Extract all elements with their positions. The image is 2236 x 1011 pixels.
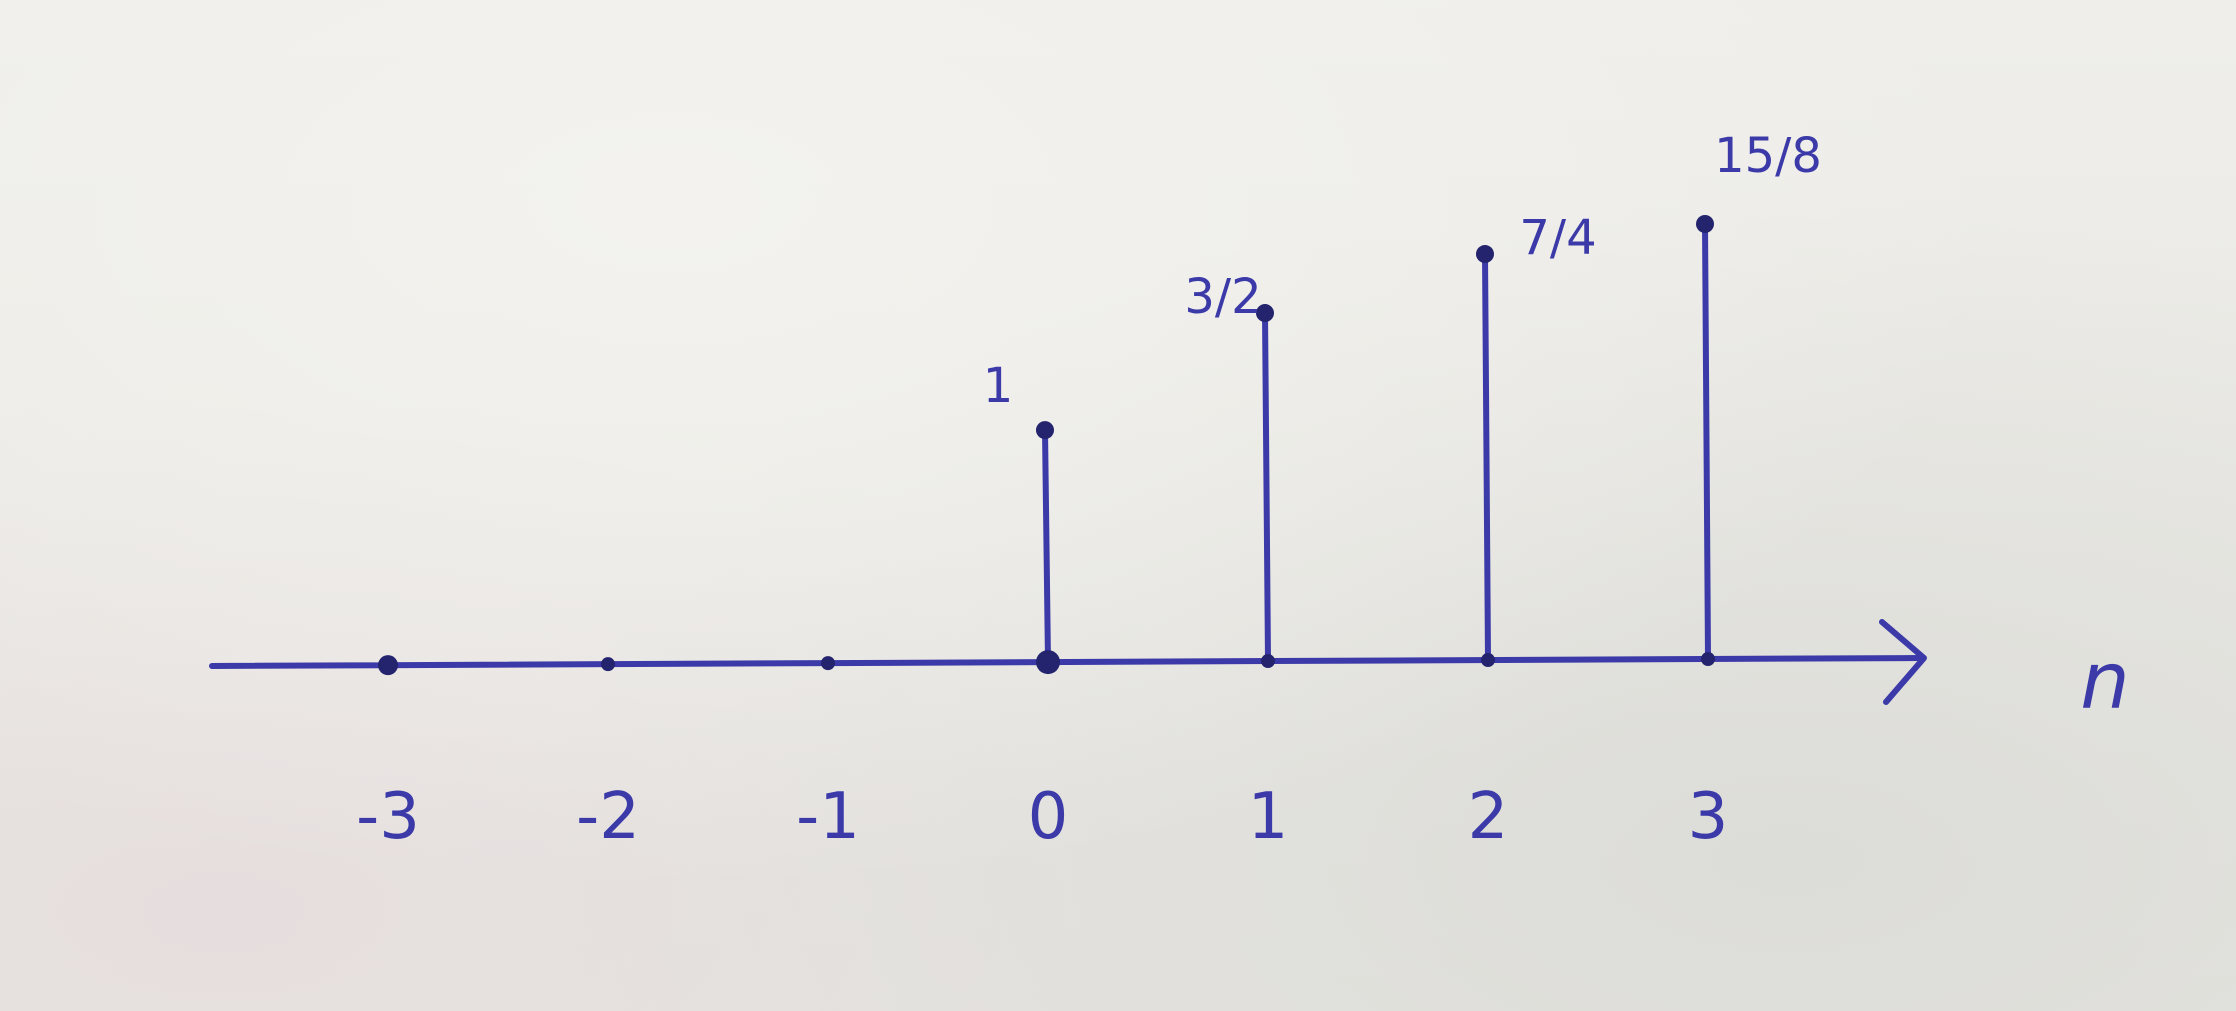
- stem-marker: [1036, 421, 1054, 440]
- stem-value-label: 15/8: [1714, 128, 1822, 184]
- x-tick-label: -3: [356, 780, 420, 854]
- stem-marker: [1256, 304, 1274, 323]
- axis-point: [1261, 654, 1275, 669]
- stem-marker: [1696, 214, 1714, 233]
- stem-line: [1482, 251, 1491, 664]
- x-tick-label: -2: [576, 780, 640, 854]
- stem-line: [1702, 220, 1711, 662]
- stem-line: [1262, 310, 1271, 665]
- x-tick-label: 2: [1468, 780, 1509, 854]
- stem-value-label: 3/2: [1184, 269, 1261, 325]
- x-tick-label: 0: [1028, 780, 1069, 854]
- axis-point: [1481, 653, 1495, 668]
- axis-point: [601, 657, 615, 672]
- stem-marker: [1476, 245, 1494, 264]
- stems-group: 1 3/2 7/4 15/8: [378, 128, 1822, 676]
- x-tick-label: -1: [796, 780, 860, 854]
- x-tick-label: 3: [1688, 780, 1729, 854]
- axis-point: [1701, 651, 1715, 666]
- axis-point: [378, 655, 398, 676]
- axis-point: [821, 656, 835, 671]
- x-tick-label: 1: [1248, 780, 1289, 854]
- stem-value-label: 7/4: [1519, 210, 1596, 266]
- x-axis: [209, 655, 1923, 669]
- stem-value-label: 1: [983, 358, 1014, 414]
- tick-labels-group: -3 -2 -1 0 1 2 3: [356, 780, 1728, 854]
- stem-line: [1042, 427, 1051, 666]
- x-axis-label: n: [2080, 637, 2129, 727]
- x-axis-arrowhead: [1879, 619, 1927, 705]
- axis-point: [1036, 650, 1060, 675]
